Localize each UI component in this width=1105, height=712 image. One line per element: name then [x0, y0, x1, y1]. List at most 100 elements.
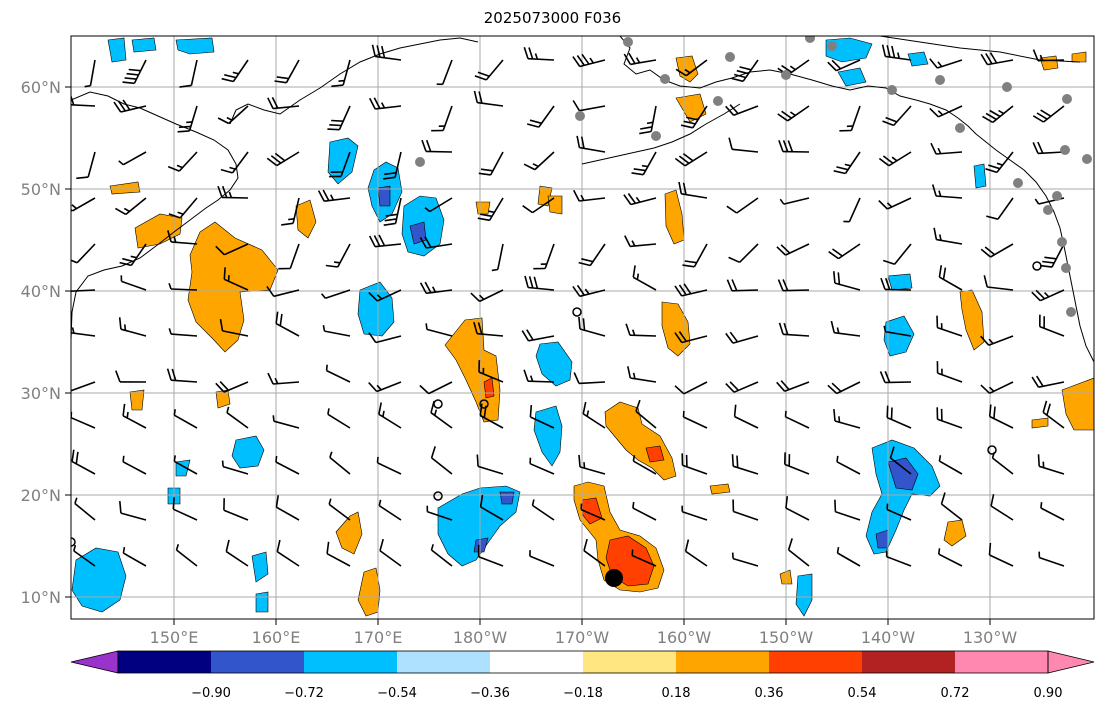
negative-region — [883, 315, 915, 357]
wind-barb — [1039, 243, 1065, 268]
wind-barb — [682, 410, 708, 429]
wind-barb — [221, 59, 249, 83]
wind-barb — [71, 449, 96, 475]
colorbar-bin — [490, 651, 584, 673]
wind-barb — [990, 494, 1014, 521]
wind-barb — [830, 320, 861, 337]
map-plot-area[interactable] — [63, 33, 1094, 619]
wind-barb — [225, 539, 249, 567]
wind-barb — [627, 366, 657, 383]
wind-barb — [933, 227, 963, 245]
positive-region — [675, 55, 699, 83]
longitude-tick-label: 160°W — [657, 628, 712, 647]
wind-barb — [167, 151, 198, 172]
wind-barb — [1040, 502, 1065, 521]
wind-barb — [889, 446, 912, 475]
wind-barb — [476, 454, 504, 475]
wind-barb — [523, 369, 555, 383]
wind-barb — [639, 105, 657, 135]
wind-barb — [882, 105, 912, 127]
wind-barb — [878, 197, 912, 210]
negative-region-strong — [473, 537, 489, 553]
wind-barb — [376, 456, 402, 475]
wind-barb — [84, 59, 96, 88]
wind-barb — [276, 539, 300, 567]
station-marker — [827, 41, 837, 51]
latitude-tick-label: 50°N — [21, 180, 61, 199]
wind-barb — [477, 197, 504, 222]
wind-barb — [215, 380, 249, 393]
wind-barb — [122, 546, 147, 567]
wind-barb — [531, 499, 555, 521]
station-marker — [1066, 307, 1076, 317]
calm-marker — [433, 491, 443, 501]
wind-barb — [119, 243, 147, 267]
wind-barb — [940, 492, 963, 521]
wind-barb — [784, 410, 810, 429]
positive-region — [709, 483, 731, 495]
negative-region — [825, 37, 873, 63]
wind-barb — [886, 405, 912, 429]
wind-barb — [635, 399, 657, 429]
wind-barb — [371, 44, 402, 61]
wind-barb — [624, 235, 657, 248]
longitude-tick-label: 180°W — [453, 628, 508, 647]
colorbar-bin — [211, 651, 305, 673]
colorbar-bin — [118, 651, 212, 673]
wind-barb — [731, 59, 759, 83]
wind-barb — [980, 52, 1014, 66]
station-marker — [651, 131, 661, 141]
station-marker — [713, 96, 723, 106]
wind-barb — [728, 137, 759, 153]
wind-barb — [118, 317, 147, 337]
wind-barb — [215, 243, 249, 256]
station-marker — [955, 123, 965, 133]
wind-barb — [1032, 105, 1065, 123]
wind-barb — [576, 135, 606, 153]
wind-barb — [678, 181, 708, 199]
station-marker — [781, 70, 791, 80]
positive-region — [959, 289, 985, 351]
wind-barb — [778, 140, 810, 153]
wind-barb — [681, 505, 708, 521]
positive-region — [295, 199, 317, 239]
wind-barb — [578, 316, 606, 337]
wind-barb — [379, 538, 402, 567]
wind-barb — [980, 335, 1014, 346]
wind-barb — [776, 380, 810, 393]
negative-region — [795, 573, 813, 617]
wind-barb — [266, 285, 300, 298]
wind-barb — [787, 538, 810, 567]
wind-barb — [223, 498, 249, 521]
wind-barb — [725, 104, 759, 117]
wind-barb — [478, 360, 504, 383]
wind-barb — [631, 151, 657, 176]
positive-region — [1031, 417, 1049, 429]
negative-region — [535, 341, 573, 387]
wind-barb — [281, 197, 300, 226]
positive-region — [335, 511, 363, 555]
wind-barb — [524, 275, 555, 291]
wind-barb — [733, 404, 759, 429]
wind-barb — [938, 548, 963, 567]
wind-barb — [529, 457, 555, 475]
wind-barb — [725, 331, 759, 344]
wind-barb — [267, 97, 300, 110]
wind-barb — [682, 243, 708, 268]
wind-barb — [681, 453, 708, 475]
wind-barb — [122, 455, 147, 475]
wind-barb — [274, 59, 300, 84]
wind-barb — [419, 281, 453, 295]
wind-barb — [326, 541, 351, 567]
wind-barb — [383, 197, 402, 226]
wind-barb — [122, 59, 147, 85]
wind-barb — [936, 315, 963, 337]
wind-barb — [725, 381, 759, 393]
colorbar-extend-min — [70, 650, 119, 674]
wind-barb — [936, 407, 963, 429]
colorbar-bin — [583, 651, 677, 673]
latitude-tick-label: 40°N — [21, 282, 61, 301]
wind-barb — [1039, 314, 1065, 337]
wind-barb — [732, 499, 759, 521]
wind-barb — [275, 455, 300, 475]
